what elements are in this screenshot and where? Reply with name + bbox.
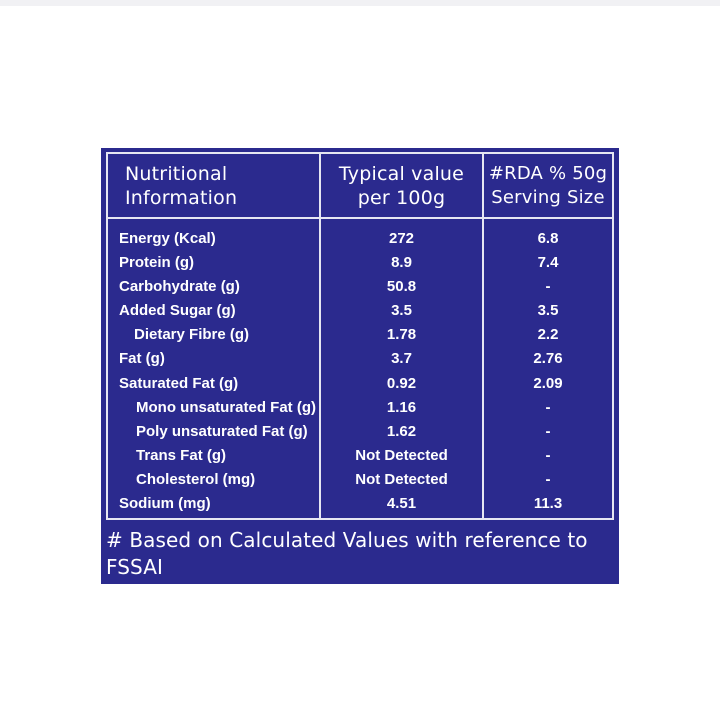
nutrient-label: Sodium (mg) — [119, 495, 211, 513]
nutrient-rda: - — [545, 398, 551, 416]
nutrient-value: Not Detected — [355, 446, 448, 464]
header-divider — [108, 217, 612, 219]
top-bar — [0, 0, 720, 6]
nutrient-rda: - — [545, 446, 551, 464]
nutrient-value: 4.51 — [386, 495, 417, 513]
table-row: Added Sugar (g) 3.5 3.5 — [108, 299, 612, 323]
nutrient-label: Poly unsaturated Fat (g) — [136, 422, 308, 440]
nutrient-label: Cholesterol (mg) — [136, 470, 256, 488]
header-line: Information — [125, 186, 238, 209]
column-divider — [319, 154, 321, 518]
nutrient-label: Carbohydrate (g) — [119, 278, 240, 296]
footnote: # Based on Calculated Values with refere… — [106, 527, 616, 608]
nutrient-rda: 3.5 — [537, 302, 559, 320]
table-row: Poly unsaturated Fat (g) 1.62 - — [108, 420, 612, 444]
nutrient-rda: 2.2 — [537, 326, 559, 344]
nutrient-value: 1.78 — [386, 326, 417, 344]
table-row: Mono unsaturated Fat (g) 1.16 - — [108, 396, 612, 420]
nutrient-value: 0.92 — [386, 374, 417, 392]
table-body: Energy (Kcal) 272 6.8 Protein (g) 8.9 7.… — [108, 227, 612, 516]
header-line: Typical value — [338, 162, 465, 185]
table-row: Protein (g) 8.9 7.4 — [108, 251, 612, 275]
nutrient-value: 272 — [388, 230, 415, 247]
table-row: Fat (g) 3.7 2.76 — [108, 347, 612, 371]
header-line: Nutritional — [125, 162, 228, 185]
table-row: Sodium (mg) 4.51 11.3 — [108, 492, 612, 516]
nutrient-rda: - — [545, 422, 551, 440]
table-row: Saturated Fat (g) 0.92 2.09 — [108, 372, 612, 396]
header-typical-value: Typical value per 100g — [321, 154, 482, 217]
table-row: Energy (Kcal) 272 6.8 — [108, 227, 612, 251]
nutrient-rda: 11.3 — [533, 495, 563, 513]
nutrient-label: Energy (Kcal) — [119, 230, 216, 247]
nutrient-value: 1.62 — [386, 422, 417, 440]
nutrient-value: Not Detected — [355, 470, 448, 488]
nutrient-rda: 6.8 — [537, 230, 559, 247]
nutrient-value: 1.16 — [386, 398, 417, 416]
nutrient-label: Protein (g) — [119, 254, 194, 272]
table-row: Carbohydrate (g) 50.8 - — [108, 275, 612, 299]
nutrient-value: 8.9 — [391, 254, 412, 272]
table-row: Cholesterol (mg) Not Detected - — [108, 468, 612, 492]
header-nutritional-information: Nutritional Information — [108, 154, 319, 217]
nutrient-value: 3.5 — [391, 302, 412, 320]
header-rda-serving: #RDA % 50g Serving Size — [484, 154, 612, 217]
nutrient-label: Dietary Fibre (g) — [134, 326, 250, 344]
header-line: per 100g — [357, 186, 446, 209]
nutrient-rda: 2.76 — [533, 350, 563, 368]
footnote-line: # Based on Calculated Values with refere… — [106, 528, 588, 579]
nutrient-value: 50.8 — [386, 278, 417, 296]
nutrient-rda: 7.4 — [537, 254, 559, 272]
header-line: #RDA % 50g — [488, 162, 608, 184]
nutrient-label: Added Sugar (g) — [119, 302, 236, 320]
nutrient-rda: 2.09 — [533, 374, 563, 392]
table-row: Trans Fat (g) Not Detected - — [108, 444, 612, 468]
nutrient-label: Trans Fat (g) — [136, 446, 227, 464]
footnote-line: 2000 Kcal energy contribution to RDA — [106, 582, 488, 606]
nutrition-table: Nutritional Information Typical value pe… — [106, 152, 614, 520]
nutrient-label: Saturated Fat (g) — [119, 374, 239, 392]
nutrient-label: Mono unsaturated Fat (g) — [136, 398, 316, 416]
nutrient-label: Fat (g) — [119, 350, 165, 368]
nutrient-rda: - — [545, 278, 551, 296]
header-line: Serving Size — [491, 186, 605, 208]
column-divider — [482, 154, 484, 518]
nutrient-value: 3.7 — [391, 350, 412, 368]
nutrient-rda: - — [545, 470, 551, 488]
table-row: Dietary Fibre (g) 1.78 2.2 — [108, 323, 612, 347]
nutrition-label-panel: Nutritional Information Typical value pe… — [101, 148, 619, 606]
